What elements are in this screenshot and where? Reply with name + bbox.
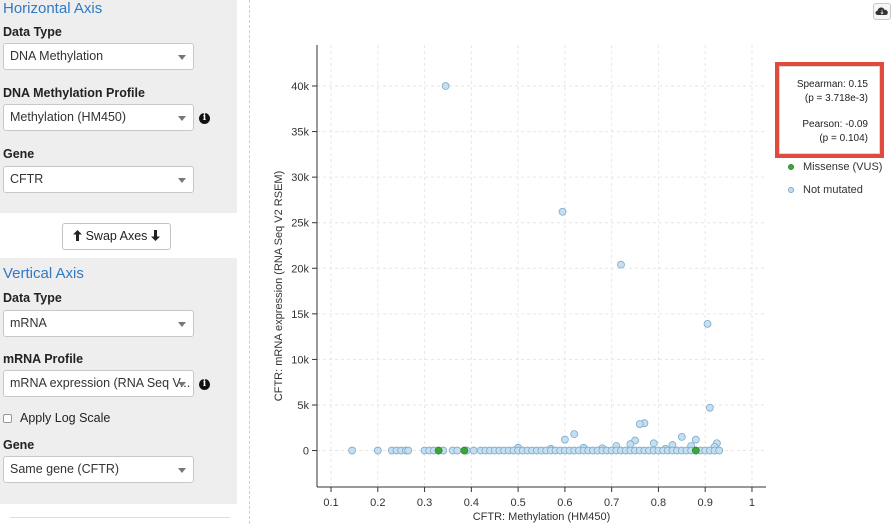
pearson-p-value: (p = 0.104) <box>819 133 868 144</box>
x-axis-title: CFTR: Methylation (HM450) <box>473 511 611 523</box>
h-gene-select[interactable]: CFTR <box>3 166 194 193</box>
chevron-down-icon <box>178 322 186 327</box>
not-mutated-point <box>453 446 462 455</box>
x-tick-label: 1 <box>749 497 755 509</box>
not-mutated-point <box>441 82 450 90</box>
pearson-value: Pearson: -0.09 <box>802 119 868 130</box>
y-tick-label: 30k <box>291 172 309 184</box>
not-mutated-point <box>626 440 635 449</box>
log-scale-checkbox[interactable] <box>3 413 12 423</box>
not-mutated-point <box>373 446 382 455</box>
info-icon[interactable]: i <box>199 113 210 124</box>
not-mutated-point <box>705 403 714 412</box>
not-mutated-point <box>469 446 478 455</box>
h-profile-select[interactable]: Methylation (HM450) <box>3 104 194 131</box>
v-data-type-select[interactable]: mRNA <box>3 310 194 337</box>
legend-item-missense[interactable]: Missense (VUS) <box>788 161 882 173</box>
y-tick-label: 35k <box>291 127 309 139</box>
chevron-down-icon <box>178 55 186 60</box>
scatter-plot: 0.1 0.2 0.3 0.4 0.5 0.6 0.7 0.8 0.9 1 0 5k 10k 15k 20k… <box>273 45 766 523</box>
data-points <box>348 82 724 455</box>
y-tick-label: 5k <box>297 400 309 412</box>
chevron-down-icon <box>178 116 186 121</box>
v-gene-label: Gene <box>3 438 35 452</box>
x-tick-label: 0.2 <box>370 497 385 509</box>
not-mutated-point <box>703 319 712 328</box>
not-mutated-point <box>348 446 356 455</box>
h-data-type-label: Data Type <box>3 25 62 39</box>
sidebar-divider <box>10 517 230 518</box>
not-mutated-point <box>691 435 700 444</box>
axis-controls-sidebar: Horizontal Axis Data Type DNA Methylatio… <box>0 0 237 524</box>
log-scale-label: Apply Log Scale <box>20 411 111 425</box>
not-mutated-point <box>404 446 413 455</box>
legend-marker <box>788 187 794 193</box>
not-mutated-point <box>558 207 567 216</box>
h-gene-value: CFTR <box>10 172 44 186</box>
h-profile-label: DNA Methylation Profile <box>3 86 145 100</box>
axes: 0.1 0.2 0.3 0.4 0.5 0.6 0.7 0.8 0.9 1 0 5k 10k 15k 20k… <box>291 45 766 509</box>
x-tick-label: 0.6 <box>557 497 572 509</box>
x-tick-label: 0.4 <box>464 497 479 509</box>
grid <box>317 45 766 487</box>
missense-point <box>434 446 443 455</box>
arrow-down-icon <box>150 230 160 241</box>
horizontal-axis-title: Horizontal Axis <box>3 0 103 17</box>
not-mutated-point <box>677 432 686 441</box>
y-tick-label: 20k <box>291 263 309 275</box>
legend-label: Not mutated <box>803 184 863 196</box>
v-profile-select[interactable]: mRNA expression (RNA Seq V... <box>3 370 194 397</box>
x-tick-label: 0.1 <box>323 497 338 509</box>
chevron-down-icon <box>178 382 186 387</box>
x-tick-label: 0.8 <box>651 497 666 509</box>
x-tick-label: 0.9 <box>698 497 713 509</box>
h-gene-label: Gene <box>3 147 35 161</box>
h-profile-value: Methylation (HM450) <box>10 110 127 124</box>
v-profile-value: mRNA expression (RNA Seq V... <box>10 376 191 390</box>
not-mutated-point <box>570 430 579 439</box>
chevron-down-icon <box>178 178 186 183</box>
x-tick-label: 0.7 <box>604 497 619 509</box>
missense-point <box>691 446 700 455</box>
v-data-type-label: Data Type <box>3 291 62 305</box>
legend-marker <box>788 164 794 170</box>
arrow-up-icon <box>73 230 83 241</box>
y-tick-label: 15k <box>291 309 309 321</box>
info-icon[interactable]: i <box>199 379 210 390</box>
not-mutated-point <box>617 260 625 269</box>
y-tick-label: 10k <box>291 354 309 366</box>
swap-axes-button[interactable]: Swap Axes <box>62 223 171 250</box>
v-data-type-value: mRNA <box>10 316 47 330</box>
y-tick-label: 0 <box>303 446 309 458</box>
chevron-down-icon <box>178 468 186 473</box>
missense-point <box>460 446 469 455</box>
y-tick-label: 40k <box>291 81 309 93</box>
legend-label: Missense (VUS) <box>803 161 883 173</box>
x-tick-label: 0.5 <box>510 497 525 509</box>
spearman-p-value: (p = 3.718e-3) <box>804 93 868 104</box>
y-tick-label: 25k <box>291 218 309 230</box>
correlation-stats-box: Spearman: 0.15 (p = 3.718e-3) Pearson: -… <box>775 62 884 158</box>
v-gene-value: Same gene (CFTR) <box>10 462 120 476</box>
h-data-type-select[interactable]: DNA Methylation <box>3 43 194 70</box>
horizontal-axis-panel: Horizontal Axis Data Type DNA Methylatio… <box>0 0 237 213</box>
h-data-type-value: DNA Methylation <box>10 49 104 63</box>
v-profile-label: mRNA Profile <box>3 352 84 366</box>
legend-item-not-mutated[interactable]: Not mutated <box>788 184 863 196</box>
panel-divider <box>249 0 250 524</box>
not-mutated-point <box>560 435 569 444</box>
download-button[interactable] <box>873 3 891 20</box>
not-mutated-point <box>715 446 724 455</box>
x-tick-label: 0.3 <box>417 497 432 509</box>
swap-axes-label: Swap Axes <box>85 229 148 243</box>
not-mutated-point <box>649 439 658 448</box>
cloud-download-icon <box>875 7 888 15</box>
v-gene-select[interactable]: Same gene (CFTR) <box>3 456 194 483</box>
spearman-value: Spearman: 0.15 <box>796 79 868 90</box>
not-mutated-point <box>635 420 644 429</box>
vertical-axis-title: Vertical Axis <box>3 265 84 282</box>
log-scale-option[interactable]: Apply Log Scale <box>3 410 110 426</box>
y-axis-title: CFTR: mRNA expression (RNA Seq V2 RSEM) <box>273 171 285 401</box>
